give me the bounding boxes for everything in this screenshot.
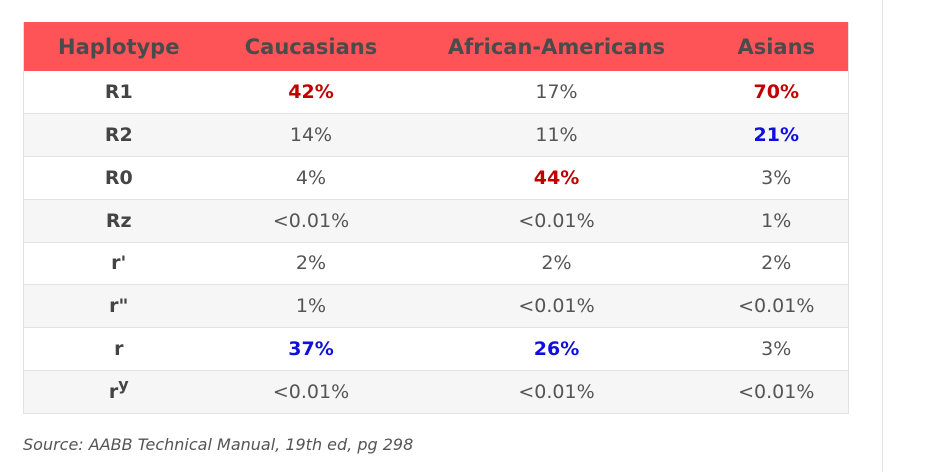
table-header: Haplotype Caucasians African-Americans A… xyxy=(23,22,849,71)
caucasians-cell: 37% xyxy=(288,337,334,360)
haplotype-cell: R2 xyxy=(104,124,133,147)
haplotype-frequency-table: Haplotype Caucasians African-Americans A… xyxy=(23,22,849,414)
table-row: r' 2% 2% 2% xyxy=(23,242,849,285)
haplotype-cell: r" xyxy=(109,295,129,318)
header-caucasians: Caucasians xyxy=(244,34,378,59)
caucasians-cell: 1% xyxy=(295,295,327,318)
haplotype-cell: r' xyxy=(111,252,127,275)
caucasians-cell: 2% xyxy=(295,252,327,275)
african-americans-cell: 44% xyxy=(533,166,580,189)
african-americans-cell: <0.01% xyxy=(518,295,595,318)
haplotype-cell: r xyxy=(114,337,124,360)
table-row: ry <0.01% <0.01% <0.01% xyxy=(23,370,849,413)
african-americans-cell: <0.01% xyxy=(518,380,595,403)
asians-cell: <0.01% xyxy=(738,380,815,403)
asians-cell: 3% xyxy=(761,166,792,189)
asians-cell: 21% xyxy=(753,124,799,147)
table-row: r" 1% <0.01% <0.01% xyxy=(23,284,849,328)
header-asians: Asians xyxy=(737,34,816,59)
caucasians-cell: 4% xyxy=(295,166,327,189)
african-americans-cell: 17% xyxy=(535,81,578,104)
header-haplotype: Haplotype xyxy=(58,34,180,59)
table-row: Rz <0.01% <0.01% 1% xyxy=(23,199,849,242)
haplotype-cell: R1 xyxy=(104,81,133,104)
african-americans-cell: 2% xyxy=(541,252,572,275)
african-americans-cell: <0.01% xyxy=(518,209,595,232)
haplotype-superscript: y xyxy=(118,374,129,394)
asians-cell: 1% xyxy=(761,209,792,232)
haplotype-cell: ry xyxy=(24,370,214,413)
african-americans-cell: 11% xyxy=(535,124,578,147)
table-row: r 37% 26% 3% xyxy=(23,327,849,371)
table-row: R0 4% 44% 3% xyxy=(23,156,849,200)
asians-cell: <0.01% xyxy=(738,295,815,318)
source-caption: Source: AABB Technical Manual, 19th ed, … xyxy=(23,435,414,454)
header-african-americans: African-Americans xyxy=(447,34,666,59)
asians-cell: 2% xyxy=(761,252,792,275)
asians-cell: 70% xyxy=(753,81,799,104)
asians-cell: 3% xyxy=(761,337,792,360)
caucasians-cell: <0.01% xyxy=(272,209,350,232)
table-body: R1 42% 17% 70% R2 14% 11% 21% R0 4% 44% … xyxy=(23,71,849,413)
table-row: R1 42% 17% 70% xyxy=(23,71,849,114)
haplotype-cell: Rz xyxy=(105,209,132,232)
divider-line xyxy=(882,0,883,472)
haplotype-cell: R0 xyxy=(104,166,133,189)
header-row: Haplotype Caucasians African-Americans A… xyxy=(23,22,849,71)
caucasians-cell: <0.01% xyxy=(272,380,350,403)
caucasians-cell: 14% xyxy=(289,124,333,147)
caucasians-cell: 42% xyxy=(288,81,334,104)
african-americans-cell: 26% xyxy=(533,337,580,360)
table-row: R2 14% 11% 21% xyxy=(23,113,849,157)
haplotype-base: r xyxy=(108,380,119,403)
